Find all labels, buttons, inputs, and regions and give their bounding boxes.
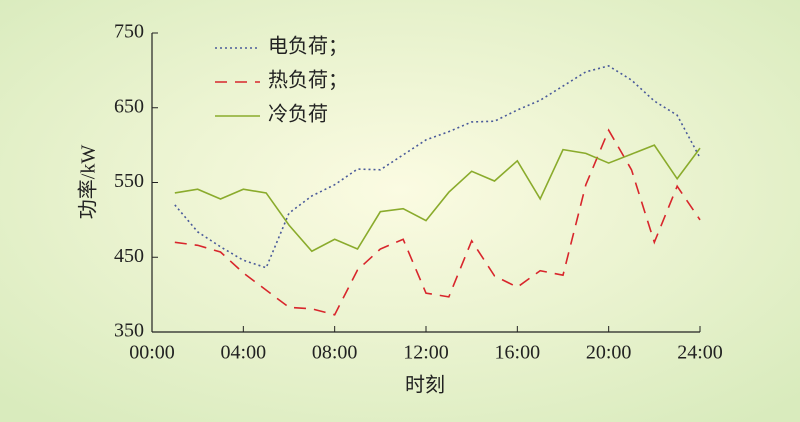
y-tick-label: 750: [114, 21, 144, 43]
x-tick-label: 08:00: [312, 342, 358, 364]
x-tick-label: 12:00: [403, 342, 449, 364]
legend-label: 热负荷；: [268, 69, 348, 92]
series-line: [174, 65, 701, 269]
x-axis-label: 时刻: [405, 374, 445, 397]
x-tick-label: 20:00: [586, 342, 632, 364]
y-tick-label: 550: [114, 170, 144, 192]
y-tick-label: 350: [114, 320, 144, 342]
x-tick-label: 24:00: [677, 342, 723, 364]
y-tick-label: 450: [114, 245, 144, 267]
series-line: [174, 144, 701, 253]
x-tick-label: 16:00: [495, 342, 541, 364]
series-line: [174, 128, 701, 316]
x-tick-label: 04:00: [221, 342, 267, 364]
x-tick-label: 00:00: [129, 342, 175, 364]
legend-label: 电负荷；: [268, 35, 348, 58]
y-tick-label: 650: [114, 95, 144, 117]
legend-label: 冷负荷: [268, 103, 328, 126]
y-axis-label: 功率/kW: [77, 145, 100, 220]
